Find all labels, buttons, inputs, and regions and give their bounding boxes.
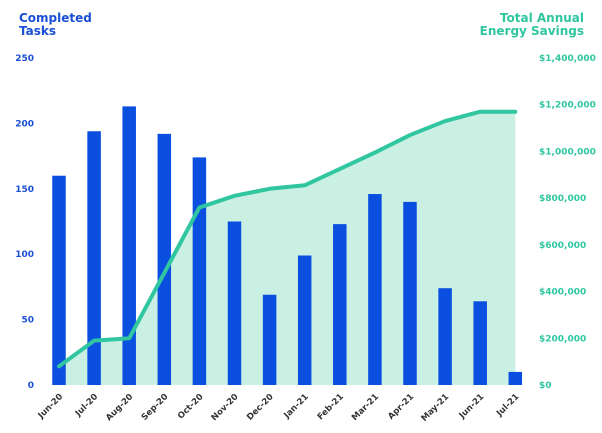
left-tick-label: 250 [15,54,34,64]
right-tick-label: $800,000 [539,194,586,204]
x-tick-label: Aug-20 [104,392,135,423]
right-axis-title-line1: Total Annual [499,11,584,25]
x-tick-label: Sep-20 [140,392,171,423]
right-tick-label: $1,200,000 [539,101,596,111]
left-tick-label: 200 [15,119,34,129]
x-tick-label: Jun-21 [457,392,486,421]
left-tick-label: 100 [15,250,34,260]
x-tick-label: Jul-21 [494,392,521,419]
x-tick-label: Jul-20 [73,392,100,419]
bar-may-21 [438,288,452,385]
bar-jul-21 [508,371,523,385]
x-tick-label: Nov-20 [210,392,241,423]
bar-nov-20 [227,221,242,385]
left-tick-label: 150 [15,185,34,195]
bar-jul-20 [87,131,101,385]
bar-oct-20 [192,157,207,385]
right-tick-label: $1,000,000 [539,147,596,157]
x-tick-label: Jan-21 [282,392,311,421]
bar-sep-20 [157,133,172,385]
x-tick-label: Oct-20 [176,392,206,422]
right-tick-label: $1,400,000 [539,54,596,64]
bar-dec-20 [262,294,277,385]
energy-savings-line [57,109,518,369]
right-tick-label: $0 [539,381,552,391]
x-tick-label: Feb-21 [316,392,346,422]
x-tick-label: Apr-21 [386,392,416,422]
bar-apr-21 [403,201,417,385]
x-tick-label: Mar-21 [350,392,381,423]
bar-aug-20 [122,106,136,386]
right-tick-label: $600,000 [539,241,586,251]
left-tick-label: 0 [28,381,34,391]
right-tick-label: $400,000 [539,288,586,298]
bar-jan-21 [297,255,312,385]
energy-savings-area [59,111,516,385]
right-tick-label: $200,000 [539,334,586,344]
bar-mar-21 [368,194,382,385]
left-axis-title-line2: Tasks [19,24,57,38]
bar-jun-20 [52,175,66,385]
bar-jun-21 [473,301,487,385]
left-axis-title: Completed Tasks [19,12,92,38]
right-axis-title-line2: Energy Savings [479,24,584,38]
x-tick-label: Dec-20 [245,392,276,423]
left-axis-title-line1: Completed [19,11,92,25]
x-tick-label: May-21 [420,392,452,424]
x-tick-label: Jun-20 [36,392,65,421]
right-axis-title: Total Annual Energy Savings [480,12,584,38]
left-tick-label: 50 [21,316,34,326]
bar-feb-21 [333,224,347,385]
